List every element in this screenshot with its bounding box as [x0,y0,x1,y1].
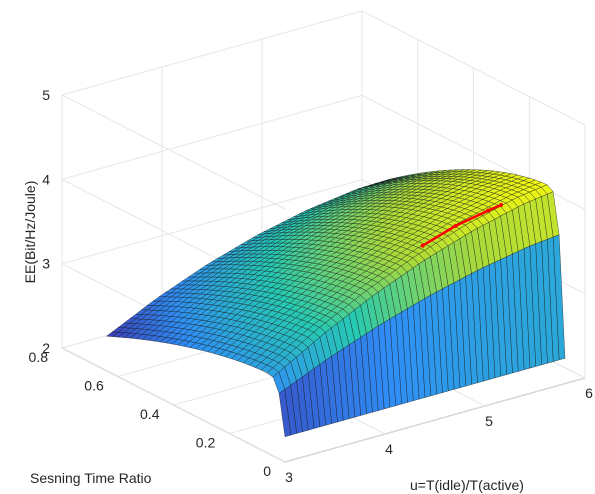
z-tick-label: 3 [42,256,50,272]
y-grid-line [284,125,586,463]
tick-labels: 2 3 4 5 0 0.2 0.4 0.6 0.8 3 4 5 6 [29,87,594,485]
z-tick-label: 2 [42,340,50,356]
x-tick-label: 6 [585,385,593,401]
y-axis-label: Sesning Time Ratio [30,470,152,486]
x-tick-label: 4 [385,441,393,457]
z-tick-label: 5 [42,87,50,103]
optimal-curve-point [486,208,491,213]
x-tick-label: 5 [485,413,493,429]
y-tick-label: 0 [263,463,271,479]
z-tick-label: 4 [42,171,50,187]
optimal-curve-point [499,202,504,207]
optimal-curve-point [420,243,425,248]
surface-mesh [106,169,566,437]
y-tick-label: 0.6 [84,378,104,394]
y-tick-label: 0.4 [140,406,160,422]
optimal-curve-line [422,203,502,247]
x-axis-label: u=T(idle)/T(active) [410,477,524,493]
y-tick-label: 0.2 [196,435,216,451]
optimal-curve [420,202,504,248]
optimal-curve-point [453,223,458,228]
z-grid-line [61,10,586,126]
y-tick-label: 0.8 [29,349,49,365]
z-grid-line-left [61,94,286,210]
z-axis-label: EE(Bit/Hz/Joule) [22,181,38,284]
x-tick-label: 3 [285,469,293,485]
surface-patch [553,234,566,361]
